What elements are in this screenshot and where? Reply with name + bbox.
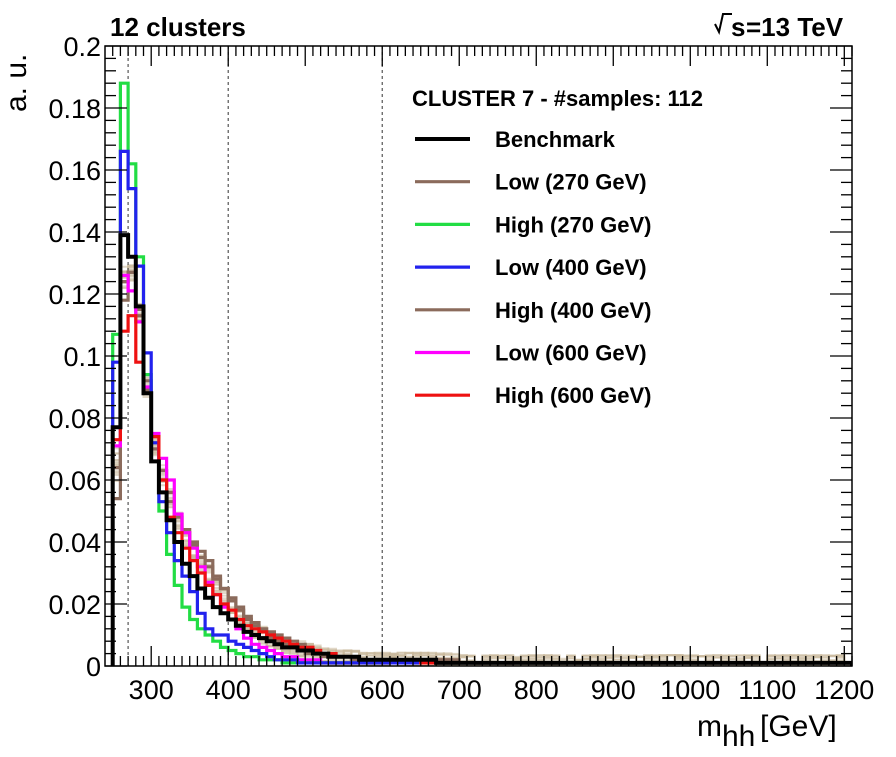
reference-lines	[127, 46, 383, 666]
x-tick-label: 1200	[814, 675, 874, 705]
energy-label-s: s	[731, 12, 745, 42]
y-tick-label: 0.14	[48, 218, 101, 248]
y-tick-label: 0.16	[48, 156, 101, 186]
legend-label-high400: High (400 GeV)	[495, 298, 651, 323]
legend: CLUSTER 7 - #samples: 112 Benchmark Low (2…	[412, 86, 703, 408]
y-tick-label: 0.06	[48, 466, 101, 496]
legend-label-high270: High (270 GeV)	[495, 212, 651, 237]
x-axis-title-unit: [GeV]	[760, 710, 837, 743]
x-tick-label: 800	[514, 675, 559, 705]
x-axis-title-sub: hh	[722, 720, 755, 753]
x-tick-label: 700	[437, 675, 482, 705]
series-line-low600	[111, 273, 852, 666]
legend-label-benchmark: Benchmark	[495, 127, 616, 152]
y-axis-title: a. u.	[0, 54, 33, 112]
x-tick-label: 500	[283, 675, 328, 705]
legend-label-low600: Low (600 GeV)	[495, 341, 647, 366]
energy-label-value: =13 TeV	[746, 12, 844, 42]
y-axis: 0 0.02 0.04 0.06 0.08 0.1 0.12 0.14 0.16 0.18 0.2	[48, 32, 852, 682]
y-tick-label: 0.02	[48, 590, 101, 620]
series-line-benchmark	[110, 233, 852, 666]
y-tick-label: 0.04	[48, 528, 101, 558]
legend-label-high600: High (600 GeV)	[495, 383, 651, 408]
chart-title: 12 clusters	[110, 12, 246, 42]
series-lines	[110, 81, 852, 666]
x-tick-label: 600	[360, 675, 405, 705]
series-line-high270	[111, 81, 852, 666]
y-tick-label: 0.12	[48, 280, 101, 310]
x-tick-label: 1000	[660, 675, 720, 705]
sqrt-icon	[714, 13, 732, 35]
x-tick-label: 400	[206, 675, 251, 705]
energy-label: s =13 TeV	[714, 12, 844, 42]
y-tick-label: 0.08	[48, 404, 101, 434]
x-tick-label: 300	[129, 675, 174, 705]
x-axis-title-main: m	[697, 710, 722, 743]
y-tick-label: 0.1	[63, 342, 101, 372]
plot-border	[104, 45, 853, 667]
x-axis-title: m hh [GeV]	[697, 710, 837, 753]
legend-label-low400: Low (400 GeV)	[495, 255, 647, 280]
y-tick-label: 0.2	[63, 32, 101, 62]
x-axis: 300 400 500 600 700 800 900 1000 1100 1200	[112, 46, 874, 705]
legend-label-low270: Low (270 GeV)	[495, 170, 647, 195]
y-tick-label: 0.18	[48, 94, 101, 124]
x-tick-label: 1100	[738, 675, 796, 705]
x-tick-label: 900	[591, 675, 636, 705]
y-tick-label: 0	[86, 652, 101, 682]
legend-title: CLUSTER 7 - #samples: 112	[412, 86, 703, 111]
plot-frame	[104, 45, 853, 667]
